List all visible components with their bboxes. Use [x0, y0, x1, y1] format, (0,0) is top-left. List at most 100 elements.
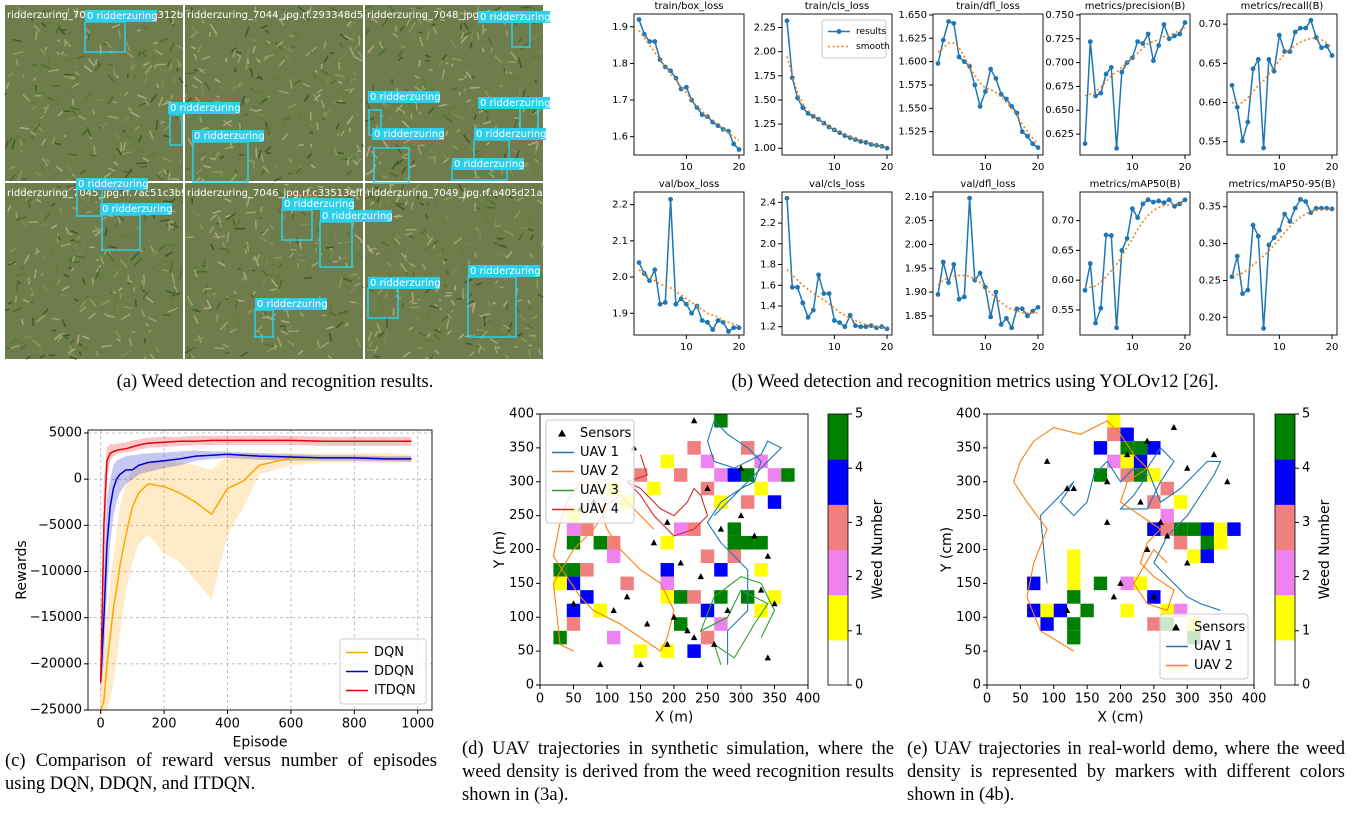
grass [270, 288, 278, 291]
grass [36, 198, 42, 203]
grass [25, 355, 31, 360]
grass [366, 244, 374, 254]
grass [409, 262, 416, 268]
grass [155, 120, 159, 131]
grass [497, 237, 504, 240]
grass [507, 333, 512, 337]
point [940, 259, 946, 265]
grass [245, 60, 248, 71]
grass [278, 13, 289, 18]
grass [458, 183, 464, 193]
grass [66, 184, 76, 188]
grass [493, 54, 503, 64]
grass [49, 172, 60, 179]
grass [401, 302, 405, 308]
grass [534, 185, 541, 188]
weed-cell [1107, 454, 1121, 469]
grass [494, 346, 498, 354]
grass [7, 301, 13, 305]
grass [120, 313, 131, 321]
weed-cell [1120, 603, 1134, 618]
grass [465, 70, 473, 80]
grass [177, 193, 184, 204]
y-tick-label: 0.750 [1045, 10, 1074, 21]
grass [72, 8, 79, 18]
grass [445, 108, 452, 120]
grass [482, 120, 491, 125]
grass [527, 305, 532, 310]
grass [364, 5, 372, 10]
sensor [1210, 451, 1218, 458]
grass [184, 168, 191, 171]
grass [144, 100, 150, 106]
plot-frame [539, 413, 809, 686]
plot-frame [1226, 191, 1338, 336]
grass [68, 232, 73, 236]
grass [264, 145, 272, 153]
grass [314, 69, 318, 74]
grass [219, 155, 225, 160]
grass [106, 252, 115, 262]
point [1014, 306, 1020, 312]
grass [323, 40, 327, 49]
y-tick-label: 1.625 [898, 33, 927, 44]
detection-label: 0 ridderzuring [480, 12, 551, 23]
chart-title: metrics/mAP50(B) [1090, 179, 1181, 190]
grass [426, 31, 430, 40]
y-tick-label: 0.30 [1199, 239, 1221, 250]
grass [267, 129, 271, 137]
grass [34, 91, 46, 95]
x-tick-label: 200 [662, 691, 687, 706]
grass [341, 255, 350, 260]
grass [482, 28, 487, 32]
grass [425, 213, 429, 220]
grass [255, 254, 260, 263]
legend-label: UAV 2 [580, 464, 619, 479]
grass [43, 104, 50, 114]
grass [79, 196, 88, 202]
detection-label: 0 ridderzuring [87, 11, 158, 22]
point [977, 104, 983, 109]
grass [349, 301, 357, 304]
grass [100, 121, 109, 130]
grass [199, 116, 203, 123]
grass [443, 283, 448, 288]
weed-cell [754, 481, 768, 496]
detection-label-bg [76, 178, 148, 190]
point [1303, 199, 1309, 204]
grass [451, 144, 459, 151]
grass [204, 284, 208, 295]
weed-cell [754, 603, 768, 618]
grass [235, 299, 238, 309]
grass [38, 163, 45, 170]
grass [243, 178, 248, 182]
weed-cell [620, 576, 634, 591]
y-tick-label: 2.4 [760, 197, 776, 208]
weed-cell [1067, 617, 1081, 631]
grass-texture [184, 183, 364, 360]
grass [67, 164, 72, 172]
grass [505, 29, 509, 37]
grass [405, 17, 412, 27]
grass [299, 113, 304, 120]
grass [295, 237, 300, 245]
weed-cell [566, 522, 581, 536]
detection-label-bg [368, 277, 440, 289]
grass [525, 161, 530, 166]
grass [32, 77, 37, 82]
grass [416, 16, 423, 25]
grass [399, 26, 405, 32]
grass [402, 351, 412, 359]
caption: (b) Weed detection and recognition metri… [731, 372, 1219, 392]
y-tick-label: 0.35 [1199, 202, 1221, 213]
grass [433, 244, 436, 249]
grass [217, 228, 222, 232]
grass [484, 90, 491, 99]
grass [26, 14, 34, 21]
grass [56, 39, 61, 42]
grass [95, 193, 105, 198]
grass [187, 115, 192, 118]
grass [167, 307, 178, 313]
point [1093, 320, 1098, 326]
point [678, 296, 684, 302]
